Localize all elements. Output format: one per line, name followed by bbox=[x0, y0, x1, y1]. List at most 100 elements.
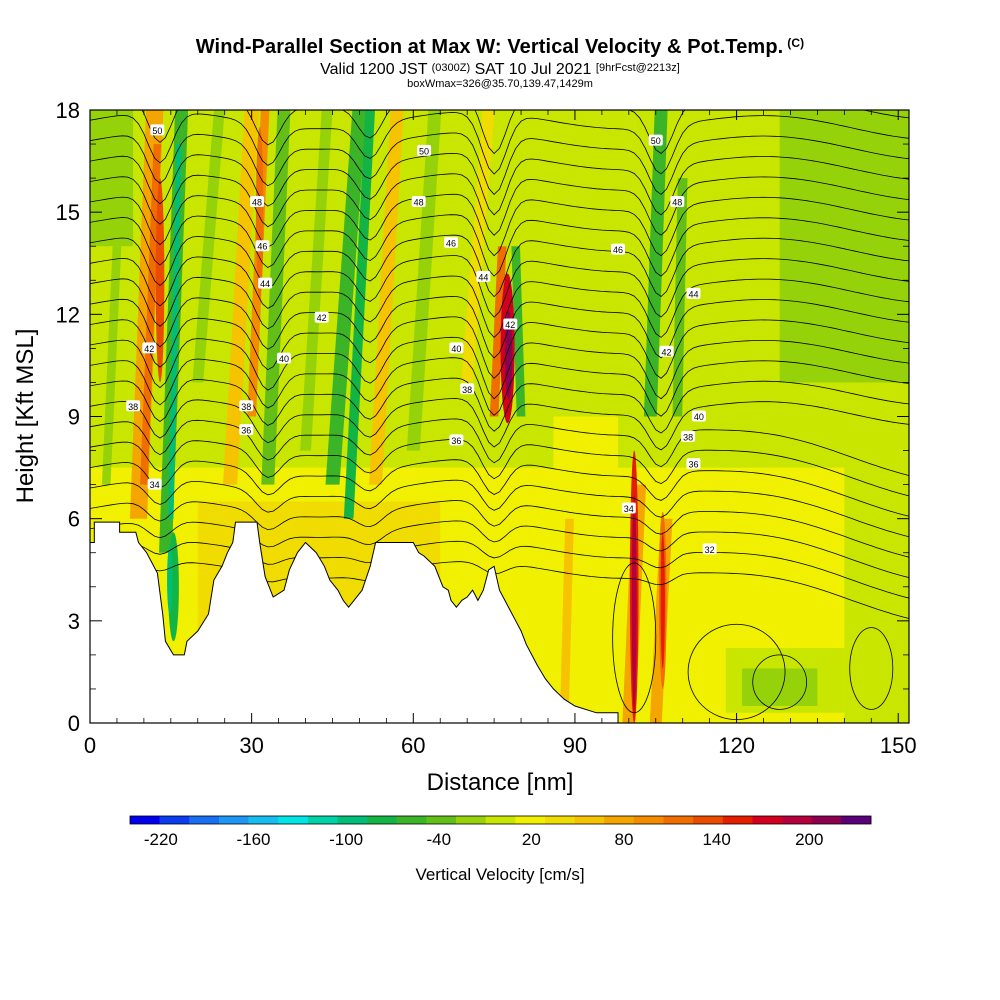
colorbar-swatch bbox=[278, 816, 309, 824]
updraft-core bbox=[155, 178, 165, 383]
colorbar-tick-label: -160 bbox=[236, 830, 270, 849]
velocity-streak bbox=[511, 246, 526, 417]
colorbar-swatch bbox=[307, 816, 338, 824]
svg-text:42: 42 bbox=[144, 344, 154, 354]
x-tick-label: 60 bbox=[401, 733, 425, 758]
theta-contour-line bbox=[141, 110, 909, 155]
contour-label: 38 bbox=[460, 383, 475, 395]
theta-contour-line bbox=[90, 152, 909, 216]
contour-label: 50 bbox=[648, 134, 663, 146]
contour-label: 44 bbox=[258, 277, 273, 289]
velocity-streak bbox=[325, 110, 367, 485]
contour-label: 40 bbox=[276, 352, 291, 364]
updraft-core bbox=[660, 532, 665, 669]
velocity-streak bbox=[643, 110, 668, 417]
theta-contour-line bbox=[90, 459, 909, 517]
updraft-core bbox=[631, 494, 637, 713]
valid-date: SAT 10 Jul 2021 bbox=[474, 61, 592, 78]
updraft-core bbox=[167, 545, 173, 615]
forecast-info: [9hrFcst@2213z] bbox=[595, 62, 680, 74]
y-tick-label: 3 bbox=[68, 609, 80, 634]
chart-subtitle: Valid 1200 JST (0300Z) SAT 10 Jul 2021 [… bbox=[0, 61, 1000, 79]
terrain-mask bbox=[89, 521, 619, 724]
colorbar-swatch bbox=[248, 816, 279, 824]
contour-label: 42 bbox=[503, 318, 518, 330]
x-tick-label: 150 bbox=[880, 733, 917, 758]
colorbar-swatch bbox=[189, 816, 220, 824]
velocity-streak bbox=[101, 246, 122, 485]
contour-label: 40 bbox=[449, 342, 464, 354]
contour-label: 36 bbox=[239, 424, 254, 436]
y-tick-label: 15 bbox=[56, 200, 80, 225]
theta-contour-loop bbox=[612, 562, 657, 714]
theta-contour-line bbox=[90, 112, 909, 175]
svg-text:44: 44 bbox=[478, 272, 488, 282]
valid-prefix: Valid 1200 JST bbox=[320, 61, 428, 78]
velocity-streak bbox=[461, 110, 495, 383]
theta-contour-line bbox=[90, 540, 909, 599]
svg-text:32: 32 bbox=[705, 545, 715, 555]
svg-text:38: 38 bbox=[241, 402, 251, 412]
theta-contour-line bbox=[90, 234, 909, 298]
contour-label: 46 bbox=[255, 240, 270, 252]
svg-text:48: 48 bbox=[252, 197, 262, 207]
y-axis-label: Height [Kft MSL] bbox=[12, 329, 39, 504]
colorbar-swatch bbox=[663, 816, 694, 824]
contour-label: 44 bbox=[476, 270, 491, 282]
contour-label: 48 bbox=[250, 195, 265, 207]
contour-label: 50 bbox=[417, 144, 432, 156]
contour-label: 38 bbox=[239, 400, 254, 412]
svg-text:34: 34 bbox=[624, 504, 634, 514]
colorbar-swatch bbox=[633, 816, 664, 824]
velocity-streak bbox=[223, 110, 259, 485]
colorbar-swatch bbox=[130, 816, 160, 824]
contour-label: 44 bbox=[686, 287, 701, 299]
y-tick-label: 12 bbox=[56, 302, 80, 327]
svg-text:40: 40 bbox=[451, 344, 461, 354]
colorbar-swatch bbox=[811, 816, 842, 824]
contour-label: 34 bbox=[621, 502, 636, 514]
svg-text:50: 50 bbox=[152, 126, 162, 136]
field-patch bbox=[741, 668, 818, 706]
velocity-streak bbox=[559, 518, 574, 723]
svg-text:44: 44 bbox=[260, 279, 270, 289]
colorbar-tick-label: -100 bbox=[329, 830, 363, 849]
y-tick-label: 9 bbox=[68, 405, 80, 430]
x-tick-label: 90 bbox=[563, 733, 587, 758]
colorbar-tick-label: 20 bbox=[522, 830, 541, 849]
velocity-streak bbox=[300, 110, 333, 451]
svg-text:50: 50 bbox=[419, 146, 429, 156]
svg-text:38: 38 bbox=[683, 432, 693, 442]
x-tick-label: 120 bbox=[718, 733, 755, 758]
colorbar-swatch bbox=[426, 816, 457, 824]
svg-text:40: 40 bbox=[279, 354, 289, 364]
chart-title: Wind-Parallel Section at Max W: Vertical… bbox=[0, 36, 1000, 59]
contour-label: 42 bbox=[142, 342, 157, 354]
colorbar-swatch bbox=[841, 816, 872, 824]
colorbar-label: Vertical Velocity [cm/s] bbox=[415, 865, 584, 884]
theta-contour-line bbox=[90, 377, 909, 434]
svg-text:36: 36 bbox=[241, 426, 251, 436]
contour-label: 50 bbox=[150, 124, 165, 136]
colorbar-tick-label: 80 bbox=[615, 830, 634, 849]
copyright-mark: (C) bbox=[787, 36, 805, 50]
svg-text:44: 44 bbox=[688, 289, 698, 299]
theta-contour-line bbox=[90, 520, 909, 578]
svg-text:42: 42 bbox=[662, 347, 672, 357]
svg-text:38: 38 bbox=[462, 385, 472, 395]
theta-contour-line bbox=[90, 214, 909, 277]
colorbar-swatch bbox=[456, 816, 486, 824]
velocity-streak bbox=[192, 110, 225, 383]
velocity-streak bbox=[489, 246, 507, 417]
x-axis-label: Distance [nm] bbox=[427, 769, 574, 796]
svg-text:46: 46 bbox=[257, 242, 267, 252]
velocity-streak bbox=[168, 144, 182, 519]
valid-utc: (0300Z) bbox=[431, 62, 471, 74]
y-tick-label: 18 bbox=[56, 98, 80, 123]
contour-label: 32 bbox=[702, 543, 717, 555]
velocity-streak bbox=[369, 110, 404, 485]
y-tick-label: 6 bbox=[68, 507, 80, 532]
y-tick-label: 0 bbox=[68, 711, 80, 736]
theta-contour-line bbox=[90, 438, 909, 497]
colorbar-swatch bbox=[782, 816, 813, 824]
